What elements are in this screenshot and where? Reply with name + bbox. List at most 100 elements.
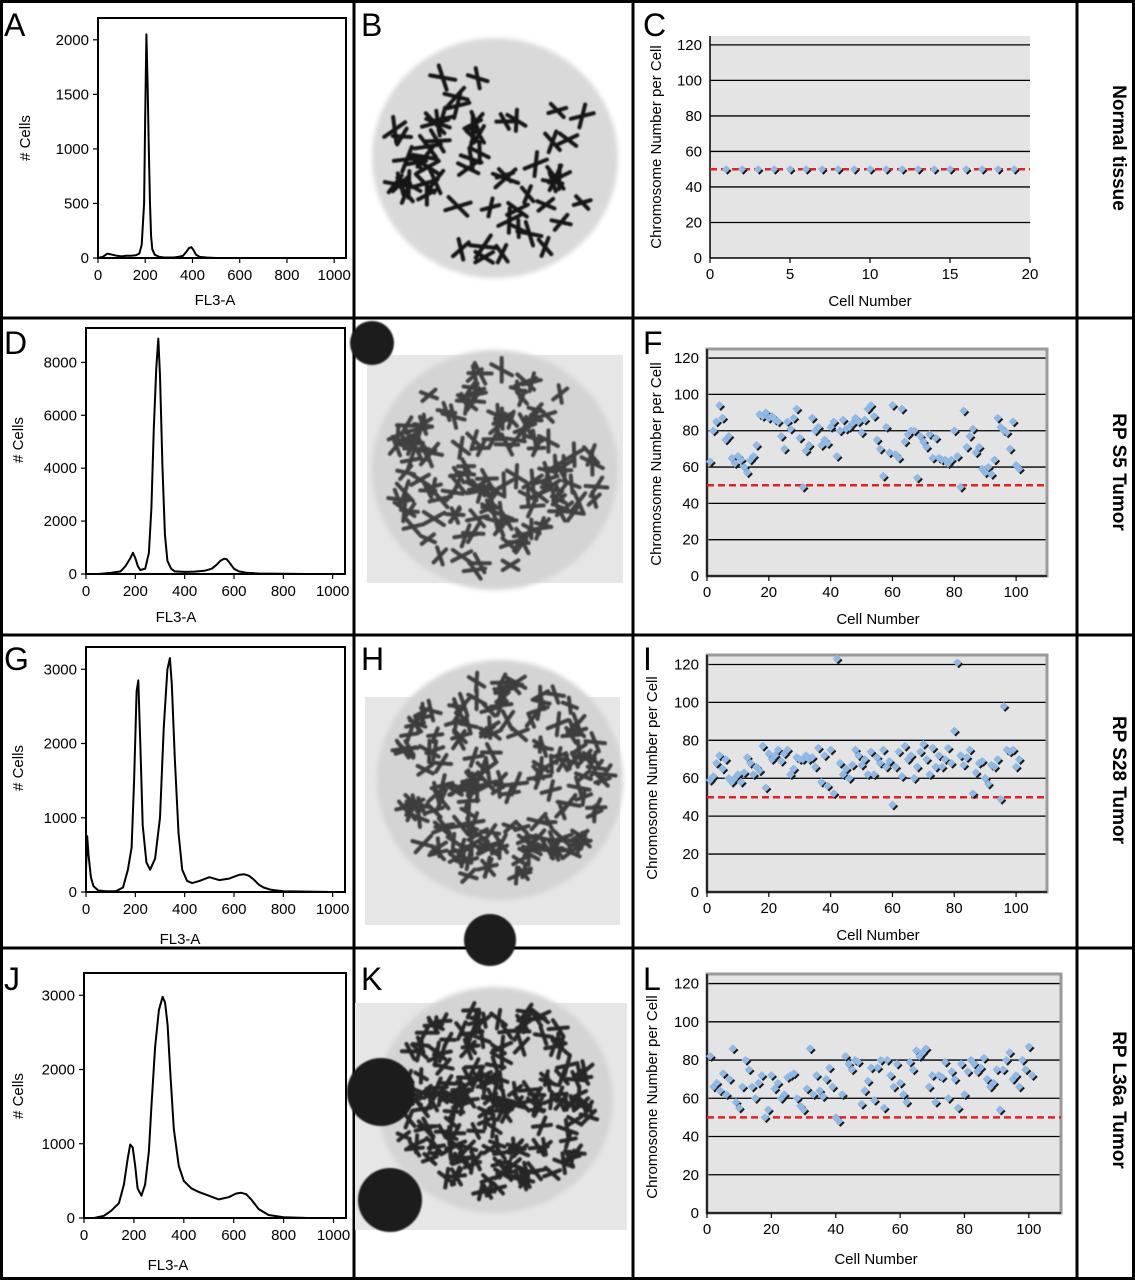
- x-axis-label: FL3-A: [160, 931, 201, 948]
- chromosome: [450, 728, 471, 745]
- chromosome: [490, 1046, 514, 1071]
- x-tick-label: 800: [271, 583, 296, 600]
- data-point: [857, 1099, 866, 1109]
- chromosome: [433, 1123, 452, 1140]
- chromosome: [412, 414, 435, 436]
- y-tick-label: 4000: [44, 460, 77, 477]
- panel-g: G 0 200 400 600 800 1000 0 1000 2000 3000 # Cells…: [4, 641, 349, 948]
- plot-area: [707, 974, 1061, 1213]
- data-point: [956, 482, 965, 492]
- data-point: [968, 789, 978, 798]
- chromosome: [583, 731, 608, 754]
- data-point: [820, 751, 829, 760]
- x-tick-label: 0: [706, 266, 714, 283]
- data-point: [962, 442, 971, 452]
- data-point: [978, 165, 986, 174]
- data-point: [718, 1069, 728, 1078]
- data-point: [940, 755, 950, 764]
- data-point: [969, 1059, 979, 1069]
- chromosome: [416, 1116, 439, 1136]
- data-point: [844, 422, 854, 432]
- data-point: [944, 1094, 953, 1103]
- data-point: [971, 448, 981, 457]
- data-point: [953, 1103, 963, 1113]
- interphase-nucleus: [350, 321, 394, 365]
- data-point: [987, 470, 996, 479]
- panel-d: D 0 200 400 600 800 1000 0 2000 4000 6000 8000 # C…: [4, 325, 349, 626]
- chromosome: [404, 715, 427, 734]
- interphase-nucleus: [464, 914, 516, 966]
- data-point: [818, 1092, 828, 1101]
- histogram-line: [86, 337, 345, 575]
- chromosome: [468, 140, 491, 165]
- x-axis-label: Cell Number: [834, 1251, 917, 1268]
- data-point: [1014, 464, 1024, 474]
- data-point: [928, 453, 937, 463]
- chromosome-cluster: [387, 1001, 600, 1202]
- plot-frame: [97, 17, 347, 259]
- panel-letter: G: [4, 641, 29, 677]
- chromosome: [422, 801, 445, 820]
- y-tick-label: 120: [677, 37, 702, 54]
- chromosome: [419, 111, 451, 136]
- data-point: [823, 781, 832, 791]
- data-point: [990, 455, 999, 464]
- chromosome: [550, 1035, 571, 1060]
- x-tick-label: 400: [172, 583, 197, 600]
- chromosome: [546, 101, 569, 120]
- data-point: [746, 455, 755, 464]
- chromosome: [382, 173, 408, 195]
- x-tick-label: 15: [942, 266, 959, 283]
- data-point: [786, 1071, 795, 1080]
- data-point: [807, 413, 817, 423]
- x-tick-label: 0: [80, 1227, 88, 1244]
- data-point: [817, 777, 826, 787]
- chromosome: [558, 1130, 578, 1150]
- data-point: [749, 770, 758, 779]
- chromosome: [565, 718, 580, 737]
- chromosome: [504, 674, 528, 691]
- chromosome: [477, 840, 501, 857]
- data-point: [838, 415, 848, 425]
- data-point: [900, 437, 910, 446]
- data-point: [761, 408, 770, 417]
- chromosome: [536, 428, 560, 454]
- chromosome: [492, 769, 509, 790]
- chromosome: [549, 828, 574, 848]
- x-tick-label: 200: [133, 267, 158, 284]
- x-tick-label: 0: [703, 584, 711, 601]
- panel-letter: F: [643, 325, 663, 361]
- panel-b: B: [361, 7, 618, 278]
- data-point: [953, 658, 962, 667]
- data-point: [742, 753, 752, 762]
- x-tick-label: 80: [946, 900, 963, 917]
- chromosome: [539, 779, 563, 802]
- chromosome: [479, 823, 502, 843]
- data-point: [1018, 1055, 1027, 1065]
- data-point: [749, 451, 758, 461]
- row-label-rp-s5-tumor: RP S5 Tumor: [1108, 413, 1129, 531]
- chromosome: [447, 785, 464, 797]
- data-point: [947, 1067, 956, 1076]
- data-point: [742, 468, 752, 477]
- data-point: [909, 426, 919, 435]
- panel-c: C 0 20 40 60 80 100 120 0 5 10 15 20 Chromosome Num…: [643, 7, 1038, 310]
- nucleus-halo: [372, 38, 618, 278]
- data-point: [1011, 762, 1021, 772]
- data-point: [990, 762, 999, 772]
- x-axis-label: Cell Number: [836, 927, 919, 944]
- x-tick-label: 200: [123, 901, 148, 918]
- chromosome: [439, 1136, 462, 1162]
- data-point: [760, 1113, 770, 1122]
- row-label-rp-l36a-tumor: RP L36a Tumor: [1108, 1031, 1129, 1169]
- data-point: [829, 789, 838, 798]
- data-point: [984, 462, 993, 472]
- y-tick-label: 20: [682, 532, 699, 549]
- data-point: [801, 446, 811, 455]
- data-point: [971, 768, 981, 777]
- data-point: [728, 1044, 737, 1053]
- data-point: [773, 417, 783, 426]
- chromosome: [444, 505, 466, 524]
- data-point: [876, 1055, 885, 1065]
- data-point: [708, 772, 718, 781]
